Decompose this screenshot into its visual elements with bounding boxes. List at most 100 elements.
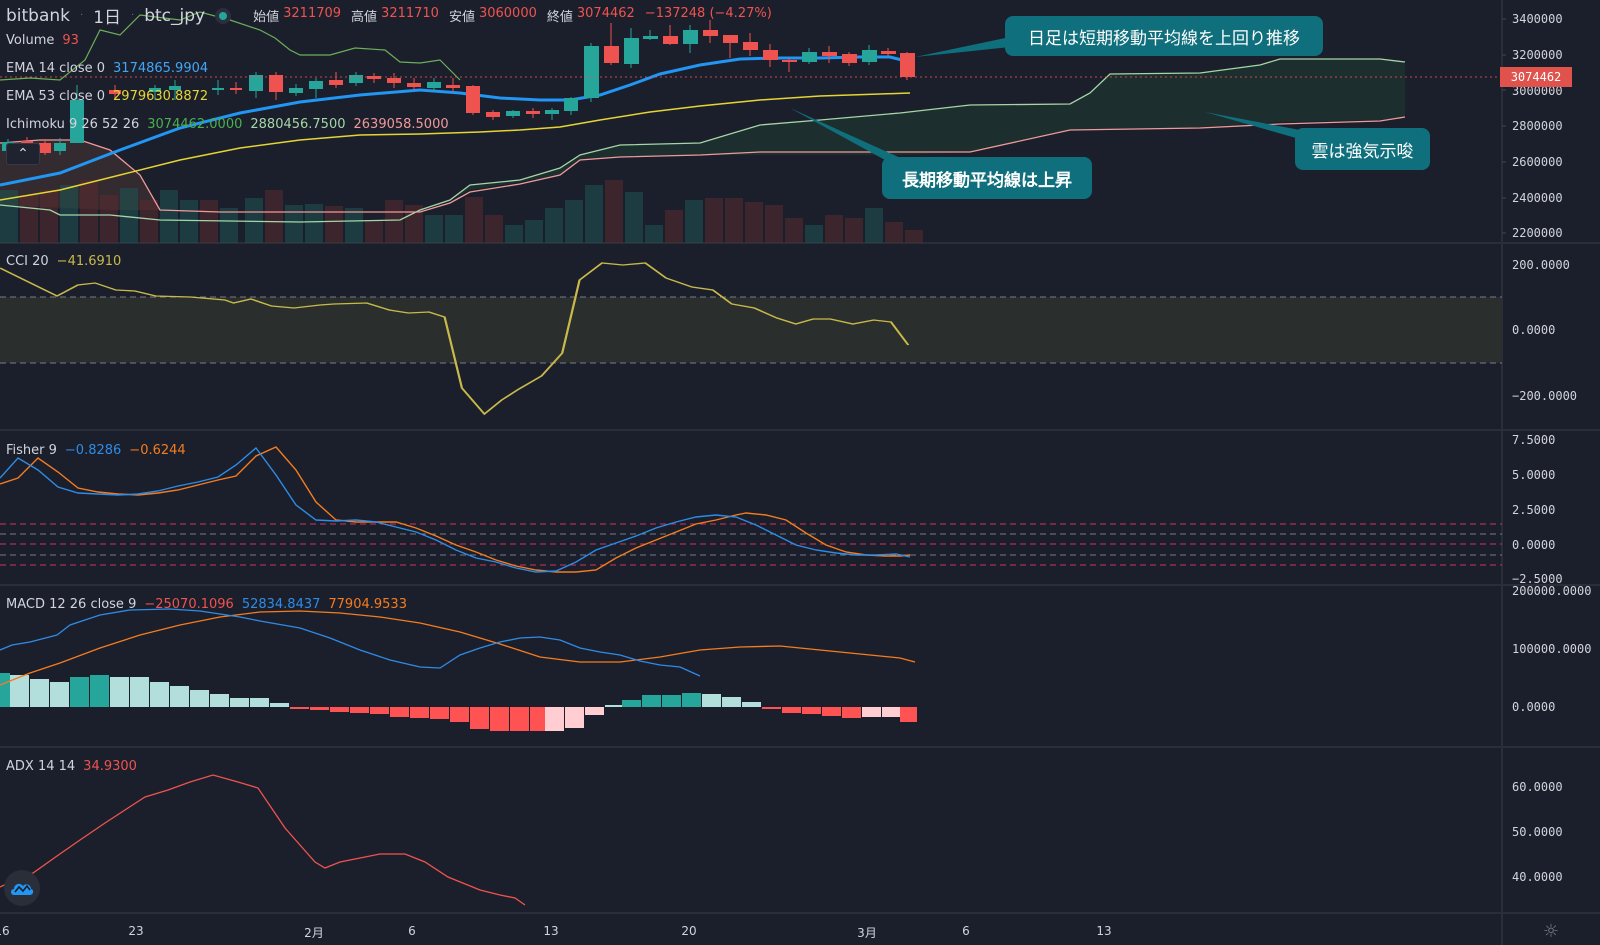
macd-histogram: [0, 673, 917, 731]
fisher-trigger-line: [0, 446, 911, 573]
callout-pointer-short-ma: [915, 37, 1010, 57]
macd-histogram-value: −25070.1096: [144, 597, 234, 612]
price-tick: 2800000: [1512, 119, 1563, 133]
adx-label: ADX 14 14: [6, 759, 76, 774]
ichimoku-value-3: 2639058.5000: [353, 117, 449, 132]
low-label: 安値: [448, 10, 475, 25]
fisher-label: Fisher 9: [6, 443, 57, 458]
last-price-tag: 3074462: [1500, 67, 1572, 87]
callout-long-ma[interactable]: 長期移動平均線は上昇: [882, 157, 1092, 199]
exchange-name[interactable]: bitbank: [6, 5, 71, 26]
cci-tick: 200.0000: [1512, 258, 1570, 272]
ema14-label: EMA 14 close 0: [6, 61, 106, 76]
callout-short-ma[interactable]: 日足は短期移動平均線を上回り推移: [1005, 16, 1323, 56]
cci-tick: 0.0000: [1512, 323, 1556, 337]
adx-value: 34.9300: [83, 759, 137, 774]
settings-gear-icon[interactable]: ☼: [1542, 920, 1560, 942]
price-tick: 3000000: [1512, 84, 1563, 98]
legend-ichimoku[interactable]: Ichimoku 9 26 52 26 3074462.0000 2880456…: [6, 117, 449, 132]
ichimoku-green-line: [0, 11, 461, 81]
adx-tick: 50.0000: [1512, 825, 1563, 839]
fisher-tick: 7.5000: [1512, 433, 1556, 447]
close-value: 3074462: [576, 6, 635, 21]
interval-label[interactable]: 1日: [93, 8, 122, 28]
price-tick: 2600000: [1512, 155, 1563, 169]
legend-ema53[interactable]: EMA 53 close 0 2979630.8872: [6, 89, 208, 104]
fisher-tick: −2.5000: [1512, 572, 1563, 586]
time-tick: 6: [962, 924, 970, 938]
fisher-tick: 0.0000: [1512, 538, 1556, 552]
low-value: 3060000: [478, 6, 537, 21]
chevron-up-icon: ⌃: [17, 146, 29, 162]
open-value: 3211709: [283, 6, 342, 21]
fisher-value: −0.8286: [64, 443, 122, 458]
legend-fisher[interactable]: Fisher 9 −0.8286 −0.6244: [6, 443, 186, 458]
time-tick: 2月: [304, 926, 324, 940]
symbol-name[interactable]: btc_jpy: [144, 5, 206, 26]
high-value: 3211710: [381, 6, 439, 21]
high-label: 高値: [351, 10, 378, 25]
legend-ema14[interactable]: EMA 14 close 0 3174865.9904: [6, 61, 208, 76]
close-label: 終値: [546, 10, 573, 25]
ohlc-values: 始値 3211709 高値 3211710 安値 3060000 終値 3074462 …: [253, 6, 778, 25]
tradingview-logo-button[interactable]: [4, 870, 40, 906]
collapse-legend-button[interactable]: ⌃: [6, 143, 40, 165]
volume-label: Volume: [6, 33, 55, 48]
legend-adx[interactable]: ADX 14 14 34.9300: [6, 759, 137, 774]
senkou-b-line: [0, 116, 1406, 213]
time-tick: 3月: [857, 926, 877, 940]
fisher-ref-lines: [0, 523, 1502, 566]
ema14-line: [0, 55, 911, 187]
ema53-line: [0, 92, 911, 201]
change-value: −137248 (−4.27%): [644, 6, 772, 21]
legend-macd[interactable]: MACD 12 26 close 9 −25070.1096 52834.843…: [6, 597, 407, 612]
fisher-line: [0, 446, 911, 573]
market-status-icon[interactable]: [215, 7, 232, 24]
callout-pointer-cloud: [1205, 112, 1310, 142]
legend-cci[interactable]: CCI 20 −41.6910: [6, 254, 121, 269]
macd-signal-line: [0, 610, 916, 686]
callout-pointer-long-ma: [790, 108, 905, 160]
senkou-a-line: [0, 58, 1406, 223]
cci-tick: −200.0000: [1512, 389, 1578, 403]
macd-signal-value: 77904.9533: [328, 597, 407, 612]
macd-tick: 0.0000: [1512, 700, 1556, 714]
time-tick: 13: [543, 924, 559, 938]
time-tick: 20: [681, 924, 697, 938]
cci-value: −41.6910: [56, 254, 122, 269]
time-tick: 13: [1096, 924, 1112, 938]
fisher-tick: 2.5000: [1512, 503, 1556, 517]
separator-dot: ·: [80, 10, 84, 21]
macd-value: 52834.8437: [241, 597, 321, 612]
separator-dot: ·: [131, 10, 135, 21]
symbol-header: bitbank · 1日 · btc_jpy 始値 3211709 高値 32117…: [6, 3, 778, 29]
legend-volume[interactable]: Volume 93: [6, 33, 79, 48]
macd-tick: 200000.0000: [1512, 584, 1592, 598]
cloud-logo-icon: [11, 883, 34, 895]
price-tick: 2400000: [1512, 191, 1563, 205]
fisher-tick: 5.0000: [1512, 468, 1556, 482]
candlesticks: [2, 20, 915, 155]
fisher-trigger-value: −0.6244: [129, 443, 186, 458]
open-label: 始値: [253, 10, 280, 25]
callout-cloud[interactable]: 雲は強気示唆: [1295, 128, 1430, 170]
ema53-value: 2979630.8872: [113, 89, 209, 104]
volume-value: 93: [62, 33, 79, 48]
price-tick: 2200000: [1512, 226, 1563, 240]
adx-line: [0, 774, 526, 906]
cci-label: CCI 20: [6, 254, 49, 269]
time-tick: 16: [0, 924, 10, 938]
adx-tick: 60.0000: [1512, 780, 1563, 794]
cci-line: [0, 262, 910, 416]
ichimoku-value-2: 2880456.7500: [250, 117, 346, 132]
macd-label: MACD 12 26 close 9: [6, 597, 137, 612]
ema53-label: EMA 53 close 0: [6, 89, 106, 104]
time-tick: 23: [128, 924, 144, 938]
macd-line: [0, 608, 701, 677]
price-tick: 3200000: [1512, 48, 1563, 62]
time-tick: 6: [408, 924, 416, 938]
axis-ticks: [1502, 18, 1506, 234]
macd-tick: 100000.0000: [1512, 642, 1592, 656]
